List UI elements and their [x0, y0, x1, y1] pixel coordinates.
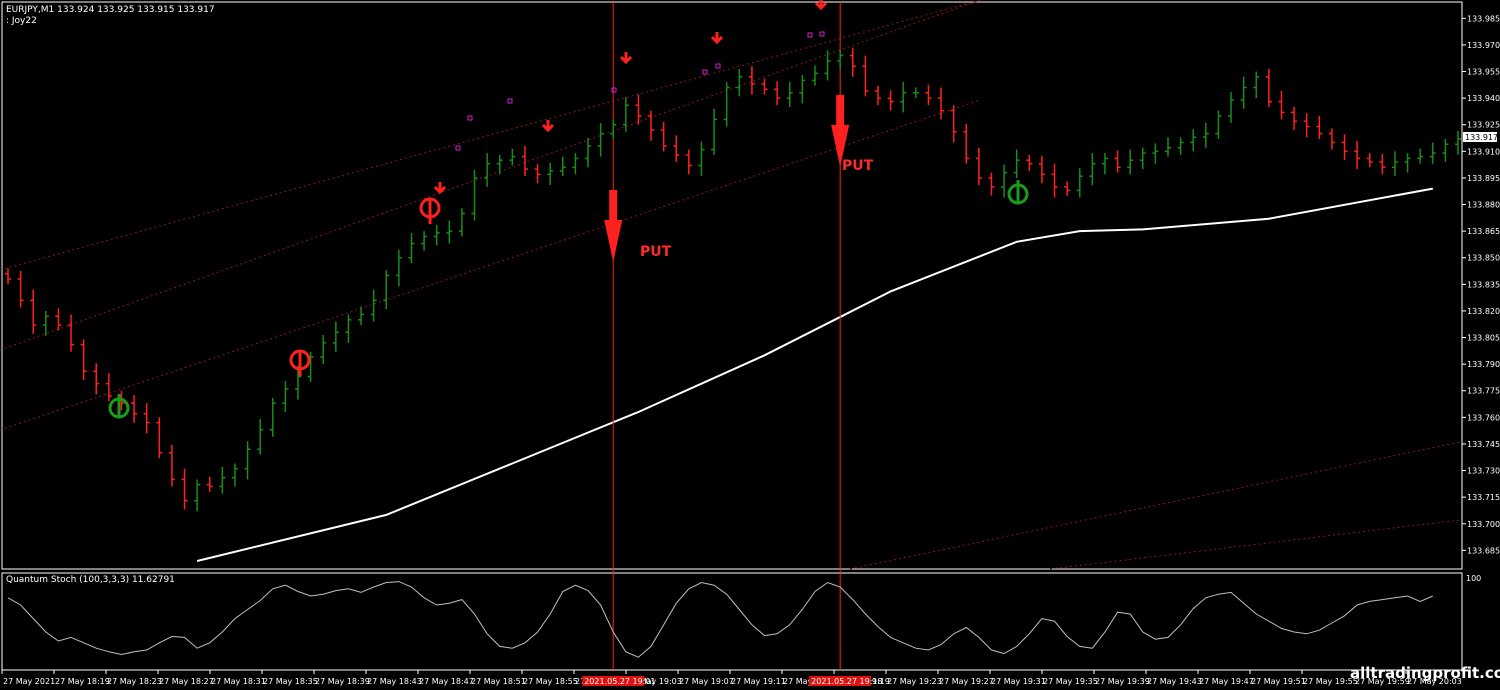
- marker-square: [467, 115, 473, 121]
- x-tick-label: 27 May 19:31: [991, 677, 1046, 686]
- marker-square: [807, 32, 813, 38]
- x-tick-label: 27 May 18:35: [263, 677, 318, 686]
- x-tick-label: 27 May 19:51: [1251, 677, 1306, 686]
- price-axis: 133.985 133.970 133.955 133.940 133.925 133.9…: [1462, 14, 1500, 555]
- marker-square: [702, 69, 708, 75]
- down-arrow-icon: [814, 0, 828, 11]
- put-arrow-head: [831, 125, 850, 167]
- indicator-subwindow[interactable]: [1, 572, 1463, 671]
- marker-square: [455, 145, 461, 151]
- put-label-1: PUT: [640, 244, 672, 260]
- x-tick-label: 27 May 2021: [3, 677, 55, 686]
- moving-average-line: [196, 187, 1433, 562]
- down-arrow-icon: [619, 52, 633, 65]
- x-tick-label: 27 May 19:39: [1095, 677, 1150, 686]
- main-chart-window[interactable]: [1, 1, 1463, 570]
- price-bars: [5, 47, 1461, 512]
- x-tick-label: 27 May 19:43: [1147, 677, 1202, 686]
- marker-square: [507, 98, 513, 104]
- y-tick-label: 133.805: [1467, 334, 1500, 343]
- x-tick-label: 27 May 19:27: [939, 677, 994, 686]
- x-tick-label: 27 May 18:23: [107, 677, 162, 686]
- x-tick-label: 27 May 18:27: [159, 677, 214, 686]
- y-tick-label: 133.760: [1467, 413, 1500, 422]
- x-tick-label: 27 May 18:39: [315, 677, 370, 686]
- moving-average: [196, 187, 1433, 562]
- current-price-tag: [1463, 132, 1497, 142]
- signal-markers: [108, 0, 1029, 419]
- watermark: alltradingprofit.com: [1350, 664, 1500, 682]
- indicator-name: : Joy22: [6, 16, 37, 26]
- y-tick-label: 133.970: [1467, 41, 1500, 50]
- highlighted-time-label: 2021.05.27 19:18: [811, 677, 882, 686]
- y-tick-label: 133.730: [1467, 467, 1500, 476]
- y-tick-label: 133.820: [1467, 307, 1500, 316]
- down-arrow-icon: [710, 32, 724, 45]
- x-tick-label: 27 May 18:43: [367, 677, 422, 686]
- x-tick-label: 27 May 19:47: [1199, 677, 1254, 686]
- x-tick-label: 27 May 18:47: [419, 677, 474, 686]
- highlighted-time-tag: [582, 676, 645, 686]
- signal-vertical-lines: [604, 2, 850, 670]
- y-tick-label: 133.865: [1467, 227, 1500, 236]
- y-tick-label: 133.790: [1467, 360, 1500, 369]
- y-tick-label: 133.700: [1467, 520, 1500, 529]
- subwindow-level-label: 100: [1466, 574, 1481, 583]
- y-tick-label: 133.955: [1467, 68, 1500, 77]
- x-tick-label: 27 May 19:59: [1355, 677, 1410, 686]
- stochastic-line: [7, 581, 1433, 658]
- x-tick-label: 27 May 18:55: [523, 677, 578, 686]
- x-tick-label: 27 May 19:35: [1043, 677, 1098, 686]
- y-tick-label: 133.835: [1467, 280, 1500, 289]
- stochastic-series: [7, 581, 1433, 658]
- current-price-label: 133.917: [1465, 133, 1498, 142]
- marker-square: [611, 87, 617, 93]
- x-tick-label: 27 May 18:51: [471, 677, 526, 686]
- x-tick-label: 27 May 20:03: [1407, 677, 1462, 686]
- highlighted-time-label: 2021.05.27 19:01: [584, 677, 655, 686]
- y-tick-label: 133.985: [1467, 14, 1500, 23]
- put-arrow-shaft: [609, 190, 618, 220]
- channel-lines: [0, 0, 1461, 570]
- down-arrow-icon: [541, 120, 555, 133]
- x-tick-label: 27 May 19:07: [679, 677, 734, 686]
- put-label-2: PUT: [842, 158, 874, 174]
- x-tick-label: 27 May 18:31: [211, 677, 266, 686]
- symbol-info: EURJPY,M1 133.924 133.925 133.915 133.91…: [6, 5, 215, 15]
- put-arrow-head: [604, 220, 623, 262]
- channel-line: [0, 0, 981, 351]
- x-tick-label: 27 May 19:23: [887, 677, 942, 686]
- marker-square: [819, 31, 825, 37]
- y-tick-label: 133.685: [1467, 546, 1500, 555]
- marker-square: [715, 63, 721, 69]
- x-tick-label: 27 May 19:55: [1303, 677, 1358, 686]
- channel-line: [0, 99, 981, 431]
- channel-line: [1049, 519, 1461, 570]
- y-tick-label: 133.715: [1467, 493, 1500, 502]
- x-tick-label: 27 May 19:03: [627, 677, 682, 686]
- x-tick-label: 27 May 19:11: [731, 677, 786, 686]
- y-tick-label: 133.940: [1467, 94, 1500, 103]
- channel-line: [849, 441, 1461, 570]
- down-arrow-icon: [433, 182, 447, 195]
- y-tick-label: 133.880: [1467, 201, 1500, 210]
- y-tick-label: 133.850: [1467, 254, 1500, 263]
- y-tick-label: 133.925: [1467, 121, 1500, 130]
- y-tick-label: 133.895: [1467, 174, 1500, 183]
- subwindow-title: Quantum Stoch (100,3,3,3) 11.62791: [6, 575, 175, 585]
- y-tick-label: 133.775: [1467, 387, 1500, 396]
- x-tick-label: 27 May 18:19: [55, 677, 110, 686]
- y-tick-label: 133.910: [1467, 147, 1500, 156]
- put-arrow-shaft: [836, 95, 845, 125]
- y-tick-label: 133.745: [1467, 440, 1500, 449]
- highlighted-time-tag: [809, 676, 872, 686]
